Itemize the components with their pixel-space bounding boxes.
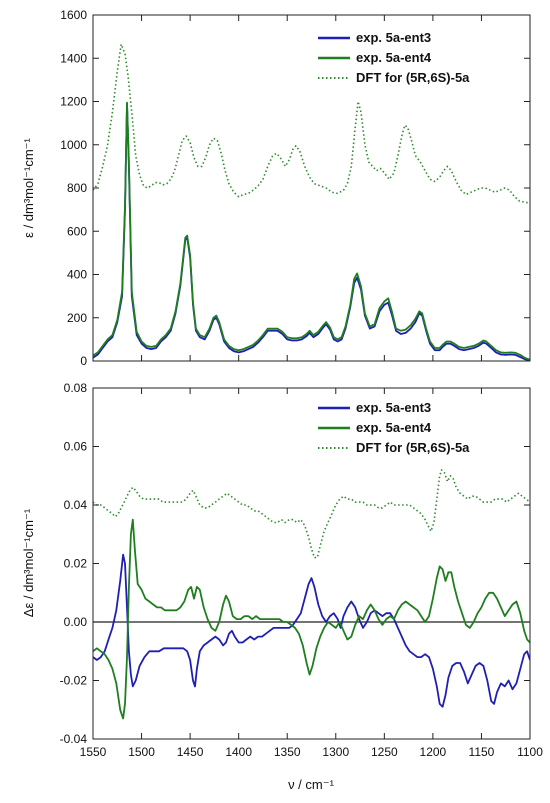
cd-y-axis-title: Δε / dm³mol⁻¹cm⁻¹ bbox=[21, 508, 36, 617]
ir-y-tick-label-4: 800 bbox=[67, 181, 87, 195]
cd-x-tick-label-1250: 1250 bbox=[371, 745, 398, 759]
ir-legend-label-ent4: exp. 5a-ent4 bbox=[356, 50, 432, 65]
ir-series-line-1 bbox=[93, 101, 530, 361]
ir-y-tick-label-0: 0 bbox=[80, 354, 87, 368]
ir-y-tick-label-1: 200 bbox=[67, 311, 87, 325]
cd-series-line-1 bbox=[93, 518, 530, 720]
ir-y-tick-label-7: 1400 bbox=[60, 51, 87, 65]
cd-y-tick-label-0: -0.04 bbox=[60, 732, 88, 746]
cd-y-tick-label-3: 0.02 bbox=[64, 557, 88, 571]
cd-x-tick-label-1200: 1200 bbox=[420, 745, 447, 759]
cd-chart: 1550 1500 1450 1400 1350 1300 1250 1200 1150 1100… bbox=[21, 381, 543, 792]
cd-legend: exp. 5a-ent3 exp. 5a-ent4 DFT for (5R,6S… bbox=[318, 400, 470, 455]
cd-y-tick-label-5: 0.06 bbox=[64, 440, 88, 454]
cd-x-tick-label-1100: 1100 bbox=[517, 745, 543, 759]
cd-legend-label-ent3: exp. 5a-ent3 bbox=[356, 400, 431, 415]
cd-x-tick-label-1150: 1150 bbox=[469, 745, 495, 759]
cd-x-tick-label-1400: 1400 bbox=[225, 745, 252, 759]
ir-y-tick-label-5: 1000 bbox=[60, 138, 87, 152]
ir-y-tick-label-6: 1200 bbox=[60, 95, 87, 109]
cd-legend-label-dft: DFT for (5R,6S)-5a bbox=[356, 440, 470, 455]
ir-y-tick-label-3: 600 bbox=[67, 224, 87, 238]
cd-x-tick-label-1300: 1300 bbox=[322, 745, 349, 759]
cd-x-tick-label-1500: 1500 bbox=[128, 745, 155, 759]
cd-x-tick-label-1450: 1450 bbox=[177, 745, 204, 759]
ir-y-axis-title: ε / dm³mol⁻¹cm⁻¹ bbox=[21, 137, 36, 237]
cd-y-tick-label-6: 0.08 bbox=[64, 381, 88, 395]
cd-y-tick-label-4: 0.04 bbox=[64, 498, 88, 512]
ir-plot-frame bbox=[92, 14, 531, 362]
cd-y-tick-label-2: 0.00 bbox=[64, 615, 88, 629]
cd-y-tick-label-1: -0.02 bbox=[60, 674, 88, 688]
cd-series-line-2 bbox=[93, 469, 530, 559]
ir-y-tick-label-8: 1600 bbox=[60, 8, 87, 22]
cd-series-line-0 bbox=[93, 553, 530, 708]
ir-legend-label-dft: DFT for (5R,6S)-5a bbox=[356, 70, 470, 85]
ir-legend-label-ent3: exp. 5a-ent3 bbox=[356, 30, 431, 45]
ir-series-line-2 bbox=[93, 43, 530, 204]
cd-x-tick-label-1550: 1550 bbox=[80, 745, 107, 759]
ir-chart: 0 200 400 600 800 1000 1200 1400 1600 ε / dm³mol… bbox=[21, 8, 531, 368]
ir-y-tick-label-2: 400 bbox=[67, 268, 87, 282]
cd-x-tick-label-1350: 1350 bbox=[274, 745, 301, 759]
cd-legend-label-ent4: exp. 5a-ent4 bbox=[356, 420, 432, 435]
ir-series-line-0 bbox=[93, 102, 530, 361]
ir-legend: exp. 5a-ent3 exp. 5a-ent4 DFT for (5R,6S… bbox=[318, 30, 470, 85]
cd-x-axis-title: ν / cm⁻¹ bbox=[288, 777, 335, 792]
